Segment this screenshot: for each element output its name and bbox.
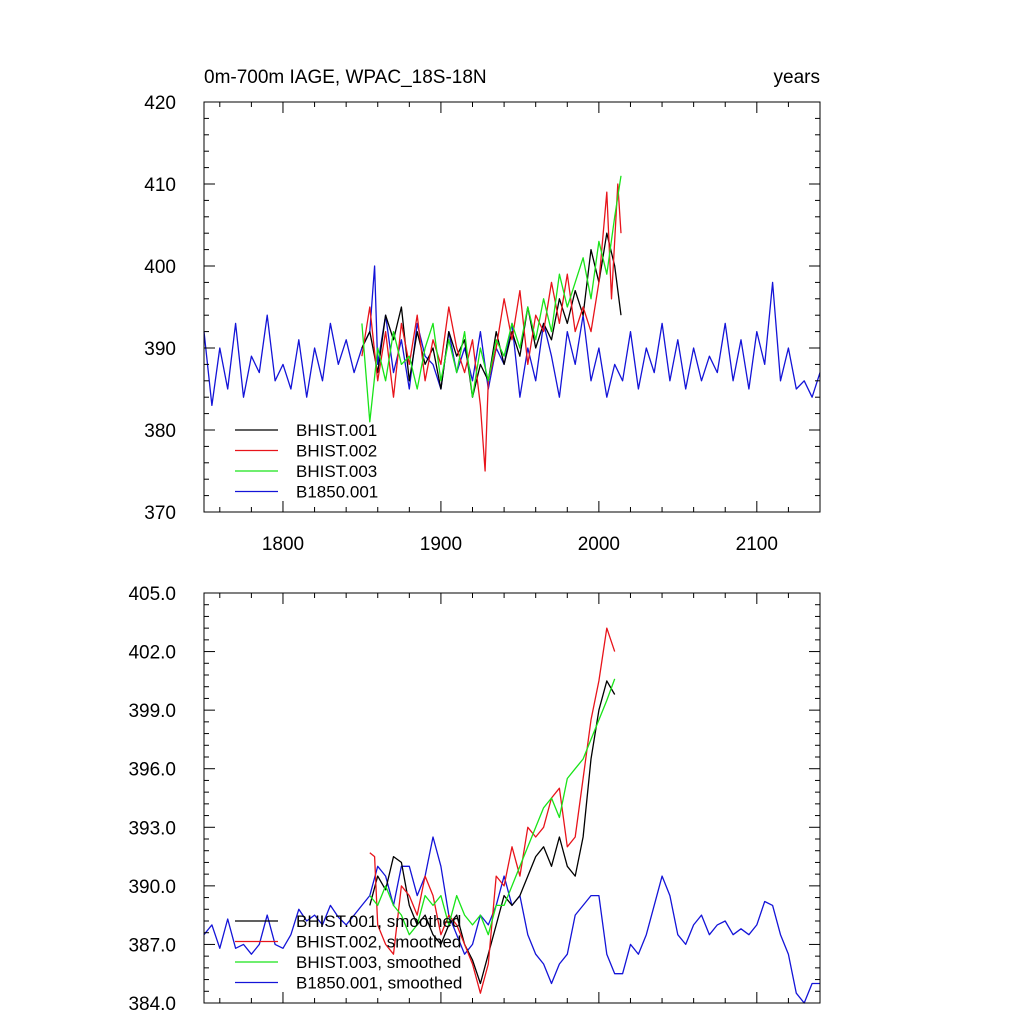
top-y-tick-label: 380	[144, 421, 176, 442]
top-legend-label: BHIST.002	[296, 442, 377, 461]
bottom-legend-label: BHIST.002, smoothed	[296, 933, 461, 952]
top-legend-label: BHIST.001	[296, 421, 377, 440]
top-y-tick-label: 370	[144, 503, 176, 524]
bottom-y-tick-label: 399.0	[128, 701, 176, 722]
bottom-y-tick-label: 396.0	[128, 760, 176, 781]
bottom-legend-label: B1850.001, smoothed	[296, 974, 462, 993]
bottom-y-tick-label: 393.0	[128, 818, 176, 839]
top-x-tick-label: 1900	[420, 534, 462, 555]
panel-bottom: 384.0 387.0 390.0 393.0 396.0 399.0 402.0 405.0…	[128, 584, 820, 1015]
bottom-y-tick-label: 387.0	[128, 935, 176, 956]
bottom-series-bhist-003	[370, 679, 615, 935]
bottom-legend-label: BHIST.001, smoothed	[296, 912, 461, 931]
bottom-y-tick-label: 390.0	[128, 877, 176, 898]
top-x-tick-label: 2100	[736, 534, 778, 555]
top-y-tick-label: 390	[144, 339, 176, 360]
top-y-tick-label: 420	[144, 93, 176, 114]
top-ticks-group: 1800 1900 2000 2100 370 380 390 400 410 420	[144, 93, 820, 555]
bottom-y-tick-label: 405.0	[128, 584, 176, 605]
top-legend-label: BHIST.003	[296, 462, 377, 481]
top-legend-label: B1850.001	[296, 483, 378, 502]
top-y-tick-label: 400	[144, 257, 176, 278]
bottom-y-tick-label: 384.0	[128, 994, 176, 1015]
top-x-tick-label: 2000	[578, 534, 620, 555]
chart-title-units: years	[774, 67, 820, 88]
chart-title: 0m-700m IAGE, WPAC_18S-18N	[204, 67, 487, 88]
bottom-y-tick-label: 402.0	[128, 643, 176, 664]
bottom-ticks-group: 384.0 387.0 390.0 393.0 396.0 399.0 402.0 405.0	[128, 584, 820, 1015]
top-series-bhist-002	[362, 184, 621, 471]
top-y-tick-label: 410	[144, 175, 176, 196]
top-x-tick-label: 1800	[262, 534, 304, 555]
panel-top: 0m-700m IAGE, WPAC_18S-18N years 1800 190…	[144, 67, 820, 555]
bottom-legend-label: BHIST.003, smoothed	[296, 953, 461, 972]
top-series-bhist-003	[362, 176, 621, 422]
